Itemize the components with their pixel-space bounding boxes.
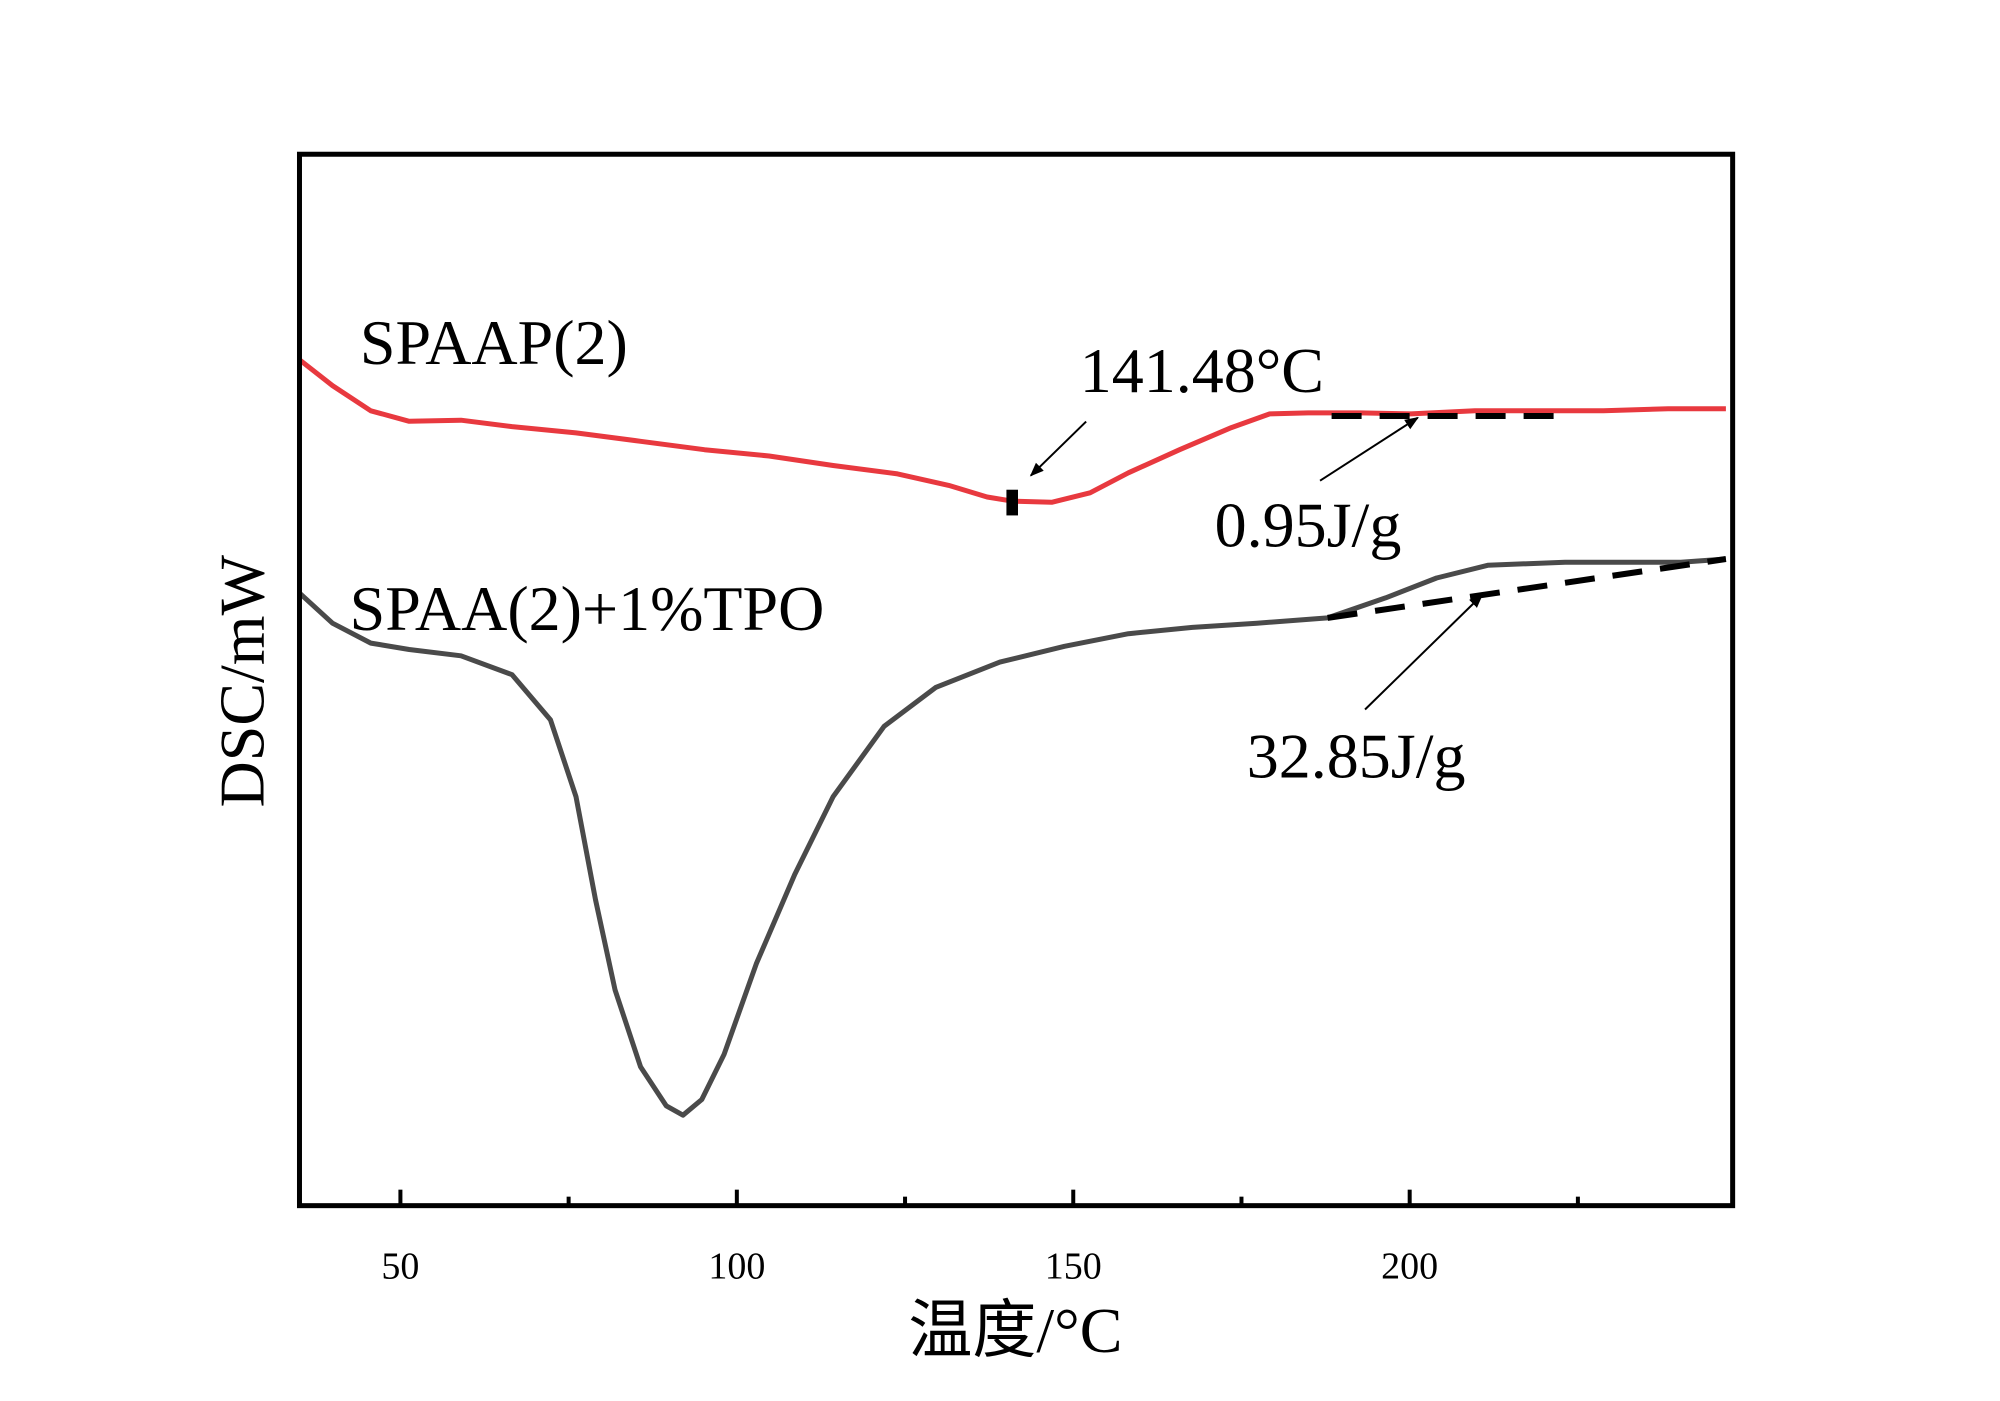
annotation: 0.95J/g [1215, 489, 1402, 560]
y-axis-label: DSC/mW [206, 554, 277, 807]
series-line [298, 556, 1727, 1118]
annotation: 141.48°C [1080, 335, 1324, 406]
series-label: SPAAP(2) [360, 307, 628, 378]
annotation-arrow [1029, 420, 1087, 477]
x-tick-label: 50 [381, 1246, 419, 1288]
x-tick-label: 200 [1381, 1246, 1438, 1288]
x-tick-label: 100 [708, 1246, 765, 1288]
annotation-arrow [1319, 416, 1419, 482]
plot-frame [296, 151, 1736, 1209]
x-axis-label: 温度/°C [908, 1295, 1122, 1366]
annotation: 32.85J/g [1247, 721, 1466, 792]
baseline [1327, 556, 1727, 621]
series-label: SPAA(2)+1%TPO [350, 573, 825, 644]
x-tick-label: 150 [1045, 1246, 1102, 1288]
annotation-arrow [1364, 594, 1484, 711]
peak-marker [1006, 489, 1018, 516]
